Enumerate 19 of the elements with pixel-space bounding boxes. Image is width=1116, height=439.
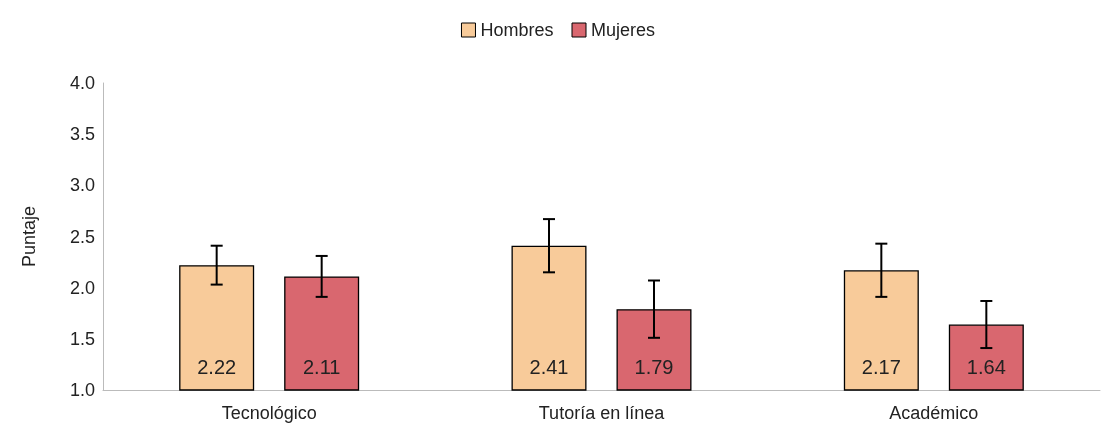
y-tick-label: 2.5 bbox=[69, 226, 95, 247]
data-label: 2.22 bbox=[197, 355, 237, 378]
data-label: 1.79 bbox=[634, 355, 674, 378]
legend-label: Mujeres bbox=[591, 20, 656, 40]
data-label: 1.64 bbox=[966, 355, 1006, 378]
x-tick-label: Tutoría en línea bbox=[538, 403, 666, 423]
x-tick-label: Académico bbox=[889, 403, 979, 423]
y-tick-label: 4.0 bbox=[69, 73, 95, 93]
y-tick-label: 1.0 bbox=[69, 380, 95, 400]
legend-label: Hombres bbox=[480, 20, 554, 40]
y-tick-label: 2.0 bbox=[69, 277, 95, 298]
x-tick-label: Tecnológico bbox=[221, 403, 317, 423]
data-label: 2.41 bbox=[529, 355, 569, 378]
data-label: 2.11 bbox=[302, 355, 341, 378]
y-tick-label: 3.5 bbox=[69, 124, 95, 145]
data-label: 2.17 bbox=[861, 355, 901, 378]
y-axis-title: Puntaje bbox=[19, 205, 39, 268]
y-tick-label: 3.0 bbox=[69, 175, 95, 196]
y-tick-label: 1.5 bbox=[69, 328, 95, 349]
